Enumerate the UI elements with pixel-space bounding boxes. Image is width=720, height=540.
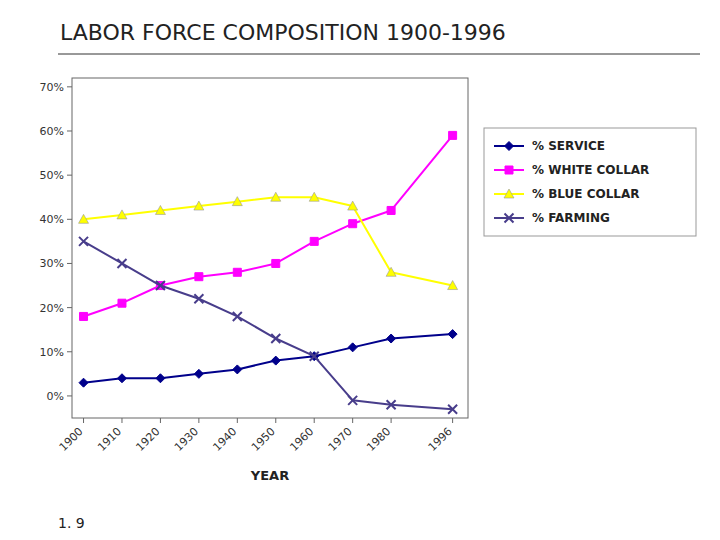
x-tick-label: 1910 (95, 425, 124, 454)
title-rule (58, 54, 700, 55)
y-tick-label: 20% (40, 302, 64, 315)
point (271, 334, 280, 343)
point (117, 210, 127, 219)
point (117, 374, 126, 383)
x-tick (198, 418, 199, 423)
point (232, 197, 242, 206)
point (448, 330, 457, 339)
y-tick-label: 60% (40, 125, 64, 138)
y-tick (67, 351, 72, 352)
point (79, 378, 88, 387)
point (348, 396, 357, 405)
legend-marker (505, 214, 514, 223)
point (117, 259, 126, 268)
legend-label: % SERVICE (532, 139, 605, 153)
chart: LABOR FORCE COMPOSITION 1900-1996 0% 10% 20… (0, 0, 720, 540)
point (118, 299, 126, 307)
point (387, 400, 396, 409)
y-tick (67, 86, 72, 87)
point (194, 369, 203, 378)
x-tick (121, 418, 122, 423)
plot-area (79, 131, 458, 413)
point (310, 237, 318, 245)
point (448, 405, 457, 414)
x-tick (314, 418, 315, 423)
point (449, 131, 457, 139)
plot-frame (72, 78, 468, 418)
series-line (84, 334, 453, 383)
point (310, 352, 319, 361)
x-tick (83, 418, 84, 423)
legend-frame (484, 128, 696, 236)
y-tick (67, 175, 72, 176)
y-tick-label: 30% (40, 257, 64, 270)
footnote: 1. 9 (58, 515, 85, 531)
x-tick-label: 1980 (364, 425, 393, 454)
legend-marker (504, 189, 514, 198)
legend-marker (505, 166, 513, 174)
x-tick-label: 1930 (172, 425, 201, 454)
point (233, 365, 242, 374)
y-tick (67, 307, 72, 308)
x-axis-label: YEAR (250, 468, 289, 483)
point (348, 201, 358, 210)
point (349, 220, 357, 228)
y-tick (67, 130, 72, 131)
point (156, 281, 165, 290)
point (310, 352, 319, 361)
point (386, 267, 396, 276)
point (271, 192, 281, 201)
y-tick-label: 70% (40, 81, 64, 94)
x-tick-label: 1940 (210, 425, 239, 454)
point (80, 312, 88, 320)
series-line (84, 241, 453, 409)
legend-label: % BLUE COLLAR (532, 187, 640, 201)
x-tick (160, 418, 161, 423)
x-tick (391, 418, 392, 423)
x-tick-label: 1920 (134, 425, 163, 454)
x-tick (352, 418, 353, 423)
y-tick (67, 395, 72, 396)
point (272, 259, 280, 267)
point (309, 192, 319, 201)
point (271, 356, 280, 365)
point (233, 312, 242, 321)
x-tick-label: 1950 (249, 425, 278, 454)
y-tick-label: 50% (40, 169, 64, 182)
point (79, 214, 89, 223)
x-tick (275, 418, 276, 423)
y-tick (67, 219, 72, 220)
y-tick (67, 263, 72, 264)
x-tick-label: 1960 (287, 425, 316, 454)
point (387, 206, 395, 214)
legend-label: % FARMING (532, 211, 610, 225)
x-tick-label: 1900 (57, 425, 86, 454)
x-tick (237, 418, 238, 423)
point (194, 294, 203, 303)
point (233, 268, 241, 276)
y-tick-label: 40% (40, 213, 64, 226)
point (156, 374, 165, 383)
point (79, 237, 88, 246)
y-tick-label: 0% (47, 390, 64, 403)
point (194, 201, 204, 210)
point (195, 273, 203, 281)
x-tick-label: 1996 (426, 425, 455, 454)
title: LABOR FORCE COMPOSITION 1900-1996 (60, 20, 506, 45)
legend-label: % WHITE COLLAR (532, 163, 649, 177)
legend-marker (505, 142, 514, 151)
series-line (84, 135, 453, 316)
x-tick (452, 418, 453, 423)
point (387, 334, 396, 343)
x-tick-label: 1970 (326, 425, 355, 454)
legend: % SERVICE % WHITE COLLAR % BLUE COLLAR % FA… (484, 128, 696, 236)
point (348, 343, 357, 352)
point (448, 281, 458, 290)
point (155, 205, 165, 214)
y-tick-label: 10% (40, 346, 64, 359)
